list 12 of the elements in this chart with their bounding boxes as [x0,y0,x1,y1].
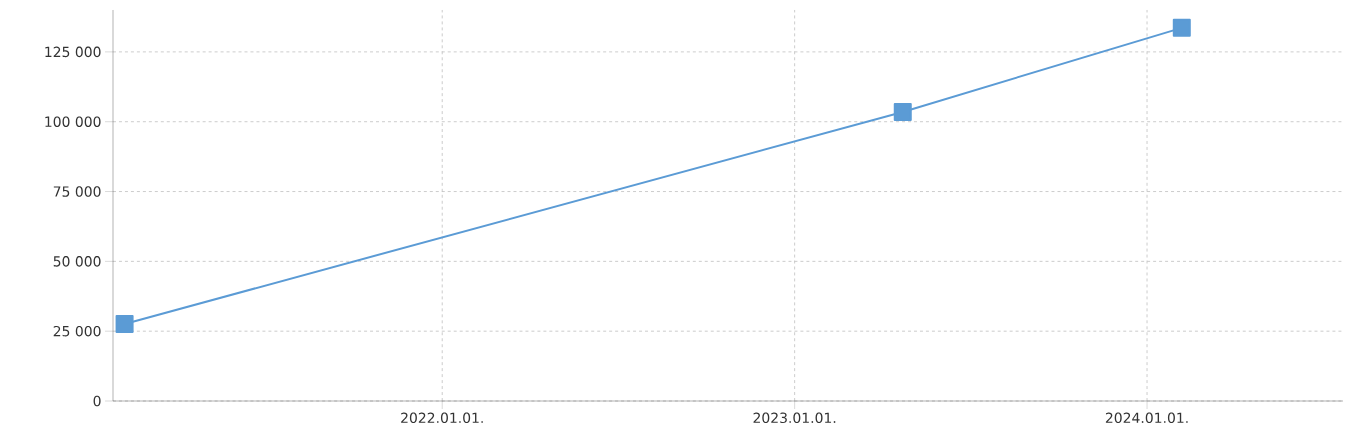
point [893,102,912,121]
point [115,314,134,333]
y-tick-label: 50 000 [53,256,101,267]
x-tick-label: 2024.01.01. [1105,412,1188,424]
y-tick-label: 75 000 [53,186,101,197]
x-tick-label: 2022.01.01. [401,412,483,424]
y-tick-label: 25 000 [53,325,101,337]
y-tick-label: 0 [93,395,101,407]
y-tick-label: 100 000 [45,116,101,127]
y-tick-label: 125 000 [45,46,101,58]
point [1172,18,1191,37]
x-tick-label: 2023.01.01. [753,412,836,424]
